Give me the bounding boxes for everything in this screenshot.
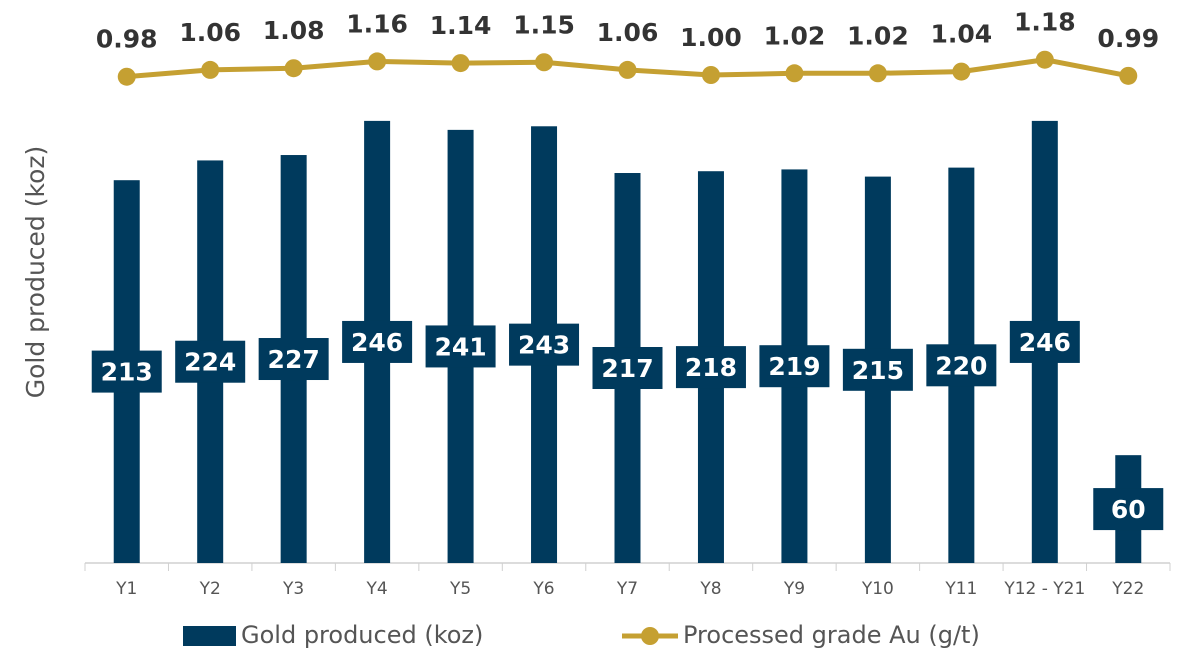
bar-label-box — [342, 320, 413, 363]
x-tick-label: Y8 — [699, 579, 721, 599]
bar-label: 220 — [935, 351, 987, 380]
line-label: 0.99 — [1097, 24, 1159, 53]
line-label: 1.04 — [931, 20, 993, 49]
line-marker — [535, 53, 554, 72]
y-axis-label: Gold produced (koz) — [21, 146, 50, 399]
bar-label: 246 — [1019, 328, 1071, 357]
line-marker — [284, 59, 303, 78]
line-label: 1.15 — [513, 10, 575, 39]
bar-label-box — [926, 344, 997, 387]
bar-label-box — [175, 340, 246, 383]
bar-label: 224 — [184, 348, 236, 377]
legend-swatch-marker — [641, 627, 659, 645]
line-label: 1.02 — [847, 21, 909, 50]
line-marker — [1119, 66, 1138, 85]
line-marker — [368, 52, 387, 71]
x-tick-label: Y6 — [532, 579, 554, 599]
x-tick-label: Y2 — [199, 579, 221, 599]
x-tick-label: Y22 — [1111, 579, 1144, 599]
x-tick-label: Y3 — [282, 579, 304, 599]
x-tick-label: Y1 — [115, 579, 137, 599]
bar-label-box — [675, 346, 746, 389]
line-label: 1.06 — [179, 18, 241, 47]
bar-label: 227 — [268, 345, 320, 374]
legend-label: Processed grade Au (g/t) — [683, 621, 980, 649]
bar-label: 213 — [101, 358, 153, 387]
x-tick-label: Y7 — [616, 579, 638, 599]
bar-label: 246 — [351, 328, 403, 357]
line-marker — [701, 66, 720, 84]
bar-label: 243 — [518, 331, 570, 360]
bar-label: 241 — [434, 332, 486, 361]
bar-label: 215 — [852, 356, 904, 385]
bar-label: 219 — [768, 352, 820, 381]
bar-label-box — [759, 345, 830, 388]
legend-swatch — [183, 626, 236, 646]
line-marker — [201, 60, 220, 79]
x-tick-label: Y5 — [449, 579, 471, 599]
line-label: 0.98 — [96, 25, 158, 54]
x-tick-label: Y12 - Y21 — [1003, 579, 1085, 599]
line-label: 1.08 — [263, 16, 325, 45]
line-label: 1.02 — [764, 21, 826, 50]
line-label: 1.00 — [680, 23, 742, 52]
bar-label-box — [509, 323, 580, 366]
bar-label: 217 — [601, 354, 653, 383]
line-label: 1.14 — [430, 11, 492, 40]
bar-label-box — [91, 350, 162, 393]
line-marker — [117, 67, 136, 86]
line-marker — [952, 62, 971, 81]
bar-label-box — [1093, 488, 1164, 531]
line-label: 1.06 — [597, 18, 659, 47]
x-tick-label: Y4 — [366, 579, 388, 599]
line-marker — [785, 64, 804, 83]
line-marker — [618, 60, 637, 79]
line-marker — [1035, 50, 1054, 69]
bar-label-box — [842, 348, 913, 391]
bar-label-box — [425, 325, 496, 368]
bar-label-box — [258, 338, 329, 381]
line-label: 1.18 — [1014, 8, 1076, 37]
x-tick-label: Y10 — [861, 579, 894, 599]
line-marker — [868, 64, 887, 83]
bar-label-box — [592, 347, 663, 390]
legend-label: Gold produced (koz) — [241, 621, 483, 649]
bar-label: 60 — [1111, 495, 1146, 524]
line-label: 1.16 — [346, 9, 408, 38]
bar-label-box — [1009, 320, 1080, 363]
bar-label: 218 — [685, 353, 737, 382]
line-marker — [451, 54, 470, 73]
x-tick-label: Y11 — [944, 579, 977, 599]
x-tick-label: Y9 — [783, 579, 805, 599]
